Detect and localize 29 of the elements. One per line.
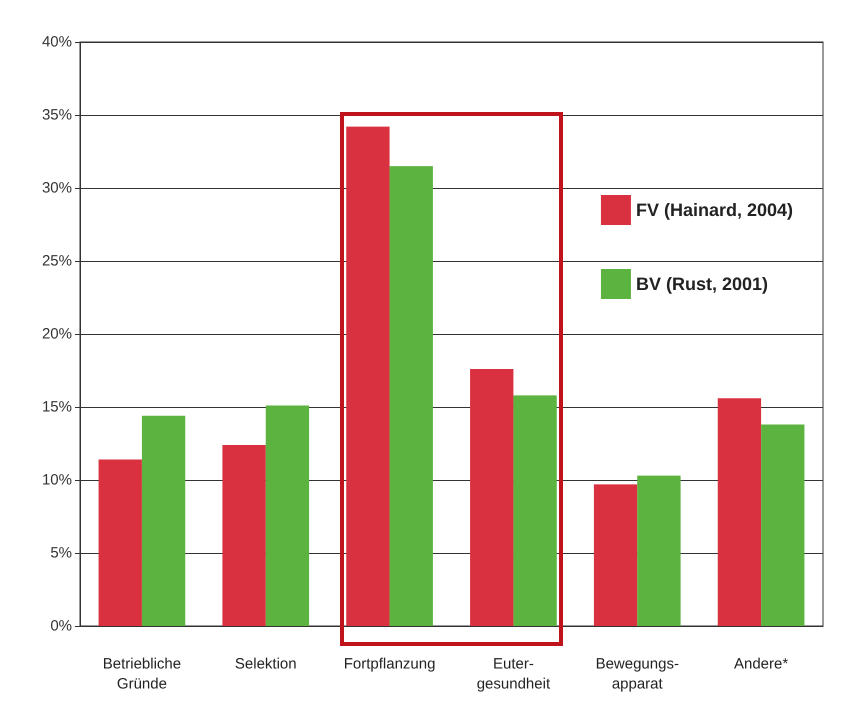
y-tick-label: 5% bbox=[50, 544, 72, 562]
bar bbox=[142, 416, 186, 626]
legend-label: BV (Rust, 2001) bbox=[636, 274, 768, 294]
x-tick-label: Selektion bbox=[234, 656, 297, 672]
bar bbox=[266, 406, 310, 626]
x-tick-label: Euter- gesundheit bbox=[476, 656, 551, 692]
y-tick-label: 20% bbox=[42, 326, 72, 342]
y-tick-label: 15% bbox=[42, 398, 72, 416]
bar bbox=[98, 460, 142, 626]
y-tick-label: 35% bbox=[42, 106, 72, 124]
bar bbox=[637, 476, 681, 626]
bar bbox=[390, 166, 433, 626]
legend-label: FV (Hainard, 2004) bbox=[636, 200, 794, 220]
y-tick-label: 10% bbox=[42, 472, 72, 488]
y-tick-label: 0% bbox=[50, 618, 72, 634]
bar bbox=[594, 484, 638, 626]
bar bbox=[718, 398, 762, 626]
x-tick-label: Betriebliche Gründe bbox=[102, 656, 182, 692]
y-tick-label: 25% bbox=[42, 252, 72, 270]
y-tick-label: 30% bbox=[42, 180, 72, 196]
x-tick-label: Andere* bbox=[734, 656, 788, 672]
bar bbox=[513, 395, 557, 626]
bar bbox=[222, 444, 266, 626]
x-tick-label: Fortpflanzung bbox=[344, 656, 436, 672]
y-tick-label: 40% bbox=[42, 34, 72, 50]
bar bbox=[346, 126, 390, 626]
bar bbox=[761, 424, 804, 626]
bar bbox=[470, 369, 514, 626]
x-tick-label: Bewegungs- apparat bbox=[596, 656, 679, 692]
